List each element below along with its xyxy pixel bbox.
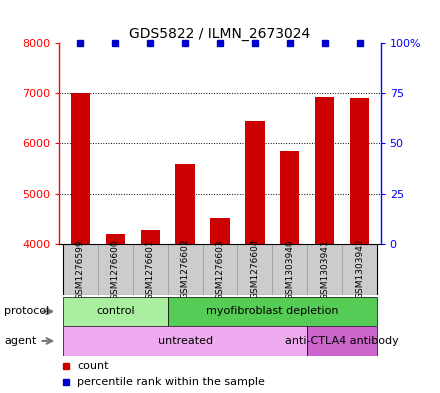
Bar bbox=[168, 244, 202, 295]
Bar bbox=[168, 297, 377, 326]
Text: GSM1276604: GSM1276604 bbox=[250, 239, 260, 299]
Bar bbox=[342, 244, 377, 295]
Text: GSM1276603: GSM1276603 bbox=[216, 239, 224, 299]
Bar bbox=[246, 121, 264, 244]
Bar bbox=[140, 230, 160, 244]
Text: percentile rank within the sample: percentile rank within the sample bbox=[77, 377, 265, 387]
Text: GSM1303942: GSM1303942 bbox=[355, 239, 364, 299]
Bar bbox=[133, 244, 168, 295]
Text: anti-CTLA4 antibody: anti-CTLA4 antibody bbox=[285, 336, 399, 346]
Bar bbox=[238, 244, 272, 295]
Bar bbox=[210, 218, 230, 244]
Text: GSM1276601: GSM1276601 bbox=[146, 239, 155, 299]
Title: GDS5822 / ILMN_2673024: GDS5822 / ILMN_2673024 bbox=[129, 27, 311, 41]
Text: myofibroblast depletion: myofibroblast depletion bbox=[206, 307, 339, 316]
Bar bbox=[63, 297, 168, 326]
Text: count: count bbox=[77, 362, 109, 371]
Text: GSM1276602: GSM1276602 bbox=[180, 239, 190, 299]
Text: protocol: protocol bbox=[4, 307, 50, 316]
Bar bbox=[63, 326, 307, 356]
Text: GSM1276599: GSM1276599 bbox=[76, 239, 85, 299]
Bar bbox=[307, 244, 342, 295]
Bar bbox=[202, 244, 238, 295]
Text: GSM1303941: GSM1303941 bbox=[320, 239, 329, 299]
Bar bbox=[106, 233, 125, 244]
Bar bbox=[350, 98, 369, 244]
Bar bbox=[307, 326, 377, 356]
Bar bbox=[63, 244, 98, 295]
Text: untreated: untreated bbox=[158, 336, 213, 346]
Text: GSM1303940: GSM1303940 bbox=[285, 239, 294, 299]
Bar bbox=[280, 151, 300, 244]
Text: control: control bbox=[96, 307, 135, 316]
Bar bbox=[272, 244, 307, 295]
Text: agent: agent bbox=[4, 336, 37, 346]
Bar bbox=[315, 97, 334, 244]
Bar bbox=[71, 93, 90, 244]
Bar bbox=[98, 244, 133, 295]
Bar bbox=[176, 165, 194, 244]
Text: GSM1276600: GSM1276600 bbox=[111, 239, 120, 299]
